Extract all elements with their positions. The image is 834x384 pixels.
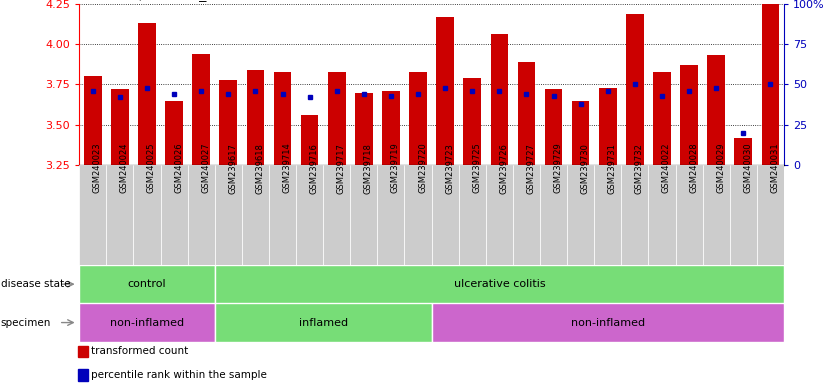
Bar [214, 265, 784, 303]
Bar [756, 165, 784, 265]
Bar [648, 165, 676, 265]
Bar [377, 165, 404, 265]
Bar [111, 89, 128, 165]
Text: GSM239716: GSM239716 [309, 143, 319, 194]
Bar [676, 165, 702, 265]
Bar [355, 93, 373, 165]
Text: GSM239725: GSM239725 [472, 143, 481, 194]
Text: GSM239732: GSM239732 [635, 143, 644, 194]
Text: GSM240025: GSM240025 [147, 143, 156, 194]
Bar [626, 13, 644, 165]
Text: GSM239714: GSM239714 [283, 143, 292, 194]
Text: GSM240028: GSM240028 [689, 143, 698, 194]
Bar [518, 62, 535, 165]
Text: GSM239729: GSM239729 [554, 143, 563, 194]
Text: GSM239717: GSM239717 [337, 143, 346, 194]
Bar [242, 165, 269, 265]
Bar [214, 165, 242, 265]
Text: non-inflamed: non-inflamed [110, 318, 184, 328]
Bar [431, 303, 784, 342]
Bar [296, 165, 323, 265]
Bar [188, 165, 214, 265]
Text: GSM240023: GSM240023 [93, 143, 102, 194]
Bar [431, 165, 459, 265]
Text: GSM239618: GSM239618 [255, 143, 264, 194]
Bar [513, 165, 540, 265]
Bar [464, 78, 481, 165]
Bar [653, 71, 671, 165]
Text: GSM239731: GSM239731 [608, 143, 617, 194]
Text: disease state: disease state [1, 279, 70, 289]
Text: GSM239730: GSM239730 [580, 143, 590, 194]
Text: inflamed: inflamed [299, 318, 348, 328]
Bar [323, 165, 350, 265]
Bar [567, 165, 594, 265]
Bar [404, 165, 432, 265]
Bar [106, 165, 133, 265]
Text: GSM240030: GSM240030 [743, 143, 752, 194]
Bar [350, 165, 377, 265]
Bar [540, 165, 567, 265]
Bar [707, 55, 725, 165]
Bar [382, 91, 399, 165]
Bar [219, 79, 237, 165]
Bar [594, 165, 621, 265]
Bar [247, 70, 264, 165]
Text: GSM239617: GSM239617 [229, 143, 238, 194]
Text: GSM240029: GSM240029 [716, 143, 726, 194]
Bar [702, 165, 730, 265]
Text: GDS3119 / 221340_at: GDS3119 / 221340_at [79, 0, 222, 1]
Text: GSM239720: GSM239720 [418, 143, 427, 194]
Text: percentile rank within the sample: percentile rank within the sample [91, 370, 267, 380]
Text: GSM239718: GSM239718 [364, 143, 373, 194]
Text: GSM240022: GSM240022 [662, 143, 671, 194]
Bar [274, 71, 291, 165]
Bar [459, 165, 485, 265]
Bar [545, 89, 562, 165]
Bar [328, 71, 345, 165]
Bar [78, 369, 88, 381]
Bar [214, 303, 432, 342]
Text: transformed count: transformed count [91, 346, 188, 356]
Bar [269, 165, 296, 265]
Text: GSM239719: GSM239719 [391, 143, 400, 194]
Text: GSM239726: GSM239726 [500, 143, 509, 194]
Bar [599, 88, 616, 165]
Bar [485, 165, 513, 265]
Bar [436, 17, 454, 165]
Bar [84, 76, 102, 165]
Bar [79, 265, 214, 303]
Bar [572, 101, 590, 165]
Bar [138, 23, 156, 165]
Text: GSM240031: GSM240031 [771, 143, 780, 194]
Bar [735, 138, 752, 165]
Text: GSM240024: GSM240024 [120, 143, 129, 194]
Bar [761, 4, 779, 165]
Bar [681, 65, 698, 165]
Text: GSM239723: GSM239723 [445, 143, 455, 194]
Bar [301, 115, 319, 165]
Bar [409, 71, 427, 165]
Text: control: control [128, 279, 166, 289]
Text: GSM240026: GSM240026 [174, 143, 183, 194]
Bar [160, 165, 188, 265]
Text: GSM240027: GSM240027 [201, 143, 210, 194]
Bar [193, 54, 210, 165]
Text: specimen: specimen [1, 318, 51, 328]
Bar [165, 101, 183, 165]
Bar [133, 165, 160, 265]
Bar [490, 35, 508, 165]
Bar [79, 165, 107, 265]
Bar [621, 165, 648, 265]
Bar [730, 165, 757, 265]
Text: non-inflamed: non-inflamed [570, 318, 645, 328]
Bar [79, 303, 214, 342]
Bar [78, 346, 88, 358]
Text: GSM239727: GSM239727 [526, 143, 535, 194]
Text: ulcerative colitis: ulcerative colitis [454, 279, 545, 289]
